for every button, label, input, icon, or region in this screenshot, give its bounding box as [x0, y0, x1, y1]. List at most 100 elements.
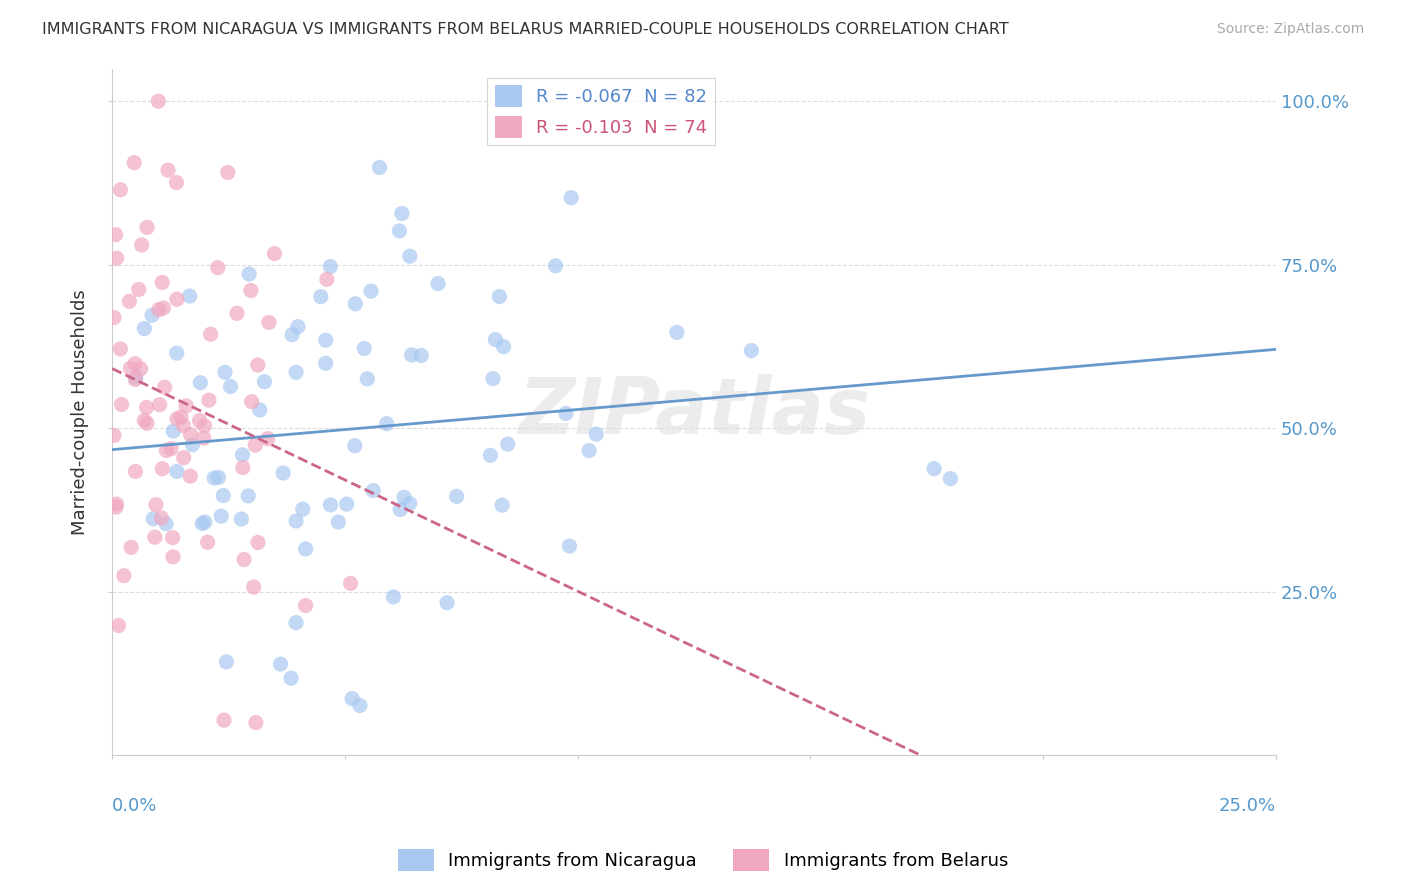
Point: [166, 465, 188, 479]
Point: [398, 497, 420, 511]
Point: [343, 439, 366, 453]
Point: [544, 259, 567, 273]
Text: ZIPatlas: ZIPatlas: [517, 374, 870, 450]
Point: [166, 346, 188, 360]
Point: [349, 698, 371, 713]
Point: [124, 357, 146, 371]
Point: [492, 340, 515, 354]
Point: [375, 417, 398, 431]
Text: Source: ZipAtlas.com: Source: ZipAtlas.com: [1216, 22, 1364, 37]
Text: IMMIGRANTS FROM NICARAGUA VS IMMIGRANTS FROM BELARUS MARRIED-COUPLE HOUSEHOLDS C: IMMIGRANTS FROM NICARAGUA VS IMMIGRANTS …: [42, 22, 1010, 37]
Point: [270, 657, 292, 671]
Point: [118, 294, 141, 309]
Point: [281, 327, 304, 342]
Point: [131, 238, 153, 252]
Point: [134, 321, 156, 335]
Point: [198, 393, 221, 408]
Point: [120, 541, 142, 555]
Point: [103, 310, 125, 325]
Point: [104, 500, 127, 514]
Point: [315, 356, 337, 370]
Point: [179, 289, 201, 303]
Point: [141, 308, 163, 322]
Point: [193, 418, 215, 433]
Point: [401, 348, 423, 362]
Point: [388, 224, 411, 238]
Point: [233, 552, 256, 566]
Point: [922, 461, 945, 475]
Point: [157, 163, 180, 178]
Point: [280, 671, 302, 685]
Legend: Immigrants from Nicaragua, Immigrants from Belarus: Immigrants from Nicaragua, Immigrants fr…: [391, 842, 1015, 879]
Point: [149, 398, 172, 412]
Point: [174, 399, 197, 413]
Point: [197, 535, 219, 549]
Point: [315, 272, 337, 286]
Point: [356, 372, 378, 386]
Point: [124, 372, 146, 386]
Point: [105, 497, 128, 511]
Point: [344, 297, 367, 311]
Point: [287, 319, 309, 334]
Point: [391, 206, 413, 220]
Point: [145, 498, 167, 512]
Point: [360, 284, 382, 298]
Point: [191, 516, 214, 531]
Point: [256, 432, 278, 446]
Point: [294, 541, 316, 556]
Point: [207, 260, 229, 275]
Point: [107, 618, 129, 632]
Point: [315, 333, 337, 347]
Point: [148, 94, 170, 108]
Point: [150, 461, 173, 475]
Point: [246, 358, 269, 372]
Point: [585, 427, 607, 442]
Point: [558, 539, 581, 553]
Point: [319, 498, 342, 512]
Point: [226, 306, 249, 320]
Point: [166, 412, 188, 426]
Point: [294, 599, 316, 613]
Point: [484, 333, 506, 347]
Point: [162, 531, 184, 545]
Point: [285, 365, 308, 379]
Point: [253, 375, 276, 389]
Point: [212, 489, 235, 503]
Point: [285, 615, 308, 630]
Point: [339, 576, 361, 591]
Point: [166, 176, 188, 190]
Point: [239, 284, 262, 298]
Point: [231, 512, 253, 526]
Point: [136, 417, 159, 431]
Point: [153, 380, 176, 394]
Point: [411, 349, 433, 363]
Point: [136, 220, 159, 235]
Point: [173, 450, 195, 465]
Point: [103, 428, 125, 442]
Point: [271, 466, 294, 480]
Point: [155, 443, 177, 458]
Point: [336, 497, 359, 511]
Point: [152, 301, 174, 315]
Point: [319, 260, 342, 274]
Point: [740, 343, 762, 358]
Point: [215, 655, 238, 669]
Point: [212, 713, 235, 727]
Point: [188, 414, 211, 428]
Point: [209, 509, 232, 524]
Point: [162, 424, 184, 438]
Point: [129, 362, 152, 376]
Point: [309, 290, 332, 304]
Point: [142, 512, 165, 526]
Point: [249, 403, 271, 417]
Point: [436, 596, 458, 610]
Point: [128, 282, 150, 296]
Point: [939, 472, 962, 486]
Point: [155, 516, 177, 531]
Point: [389, 502, 412, 516]
Point: [232, 460, 254, 475]
Point: [263, 246, 285, 260]
Point: [110, 342, 132, 356]
Point: [194, 515, 217, 529]
Point: [180, 427, 202, 442]
